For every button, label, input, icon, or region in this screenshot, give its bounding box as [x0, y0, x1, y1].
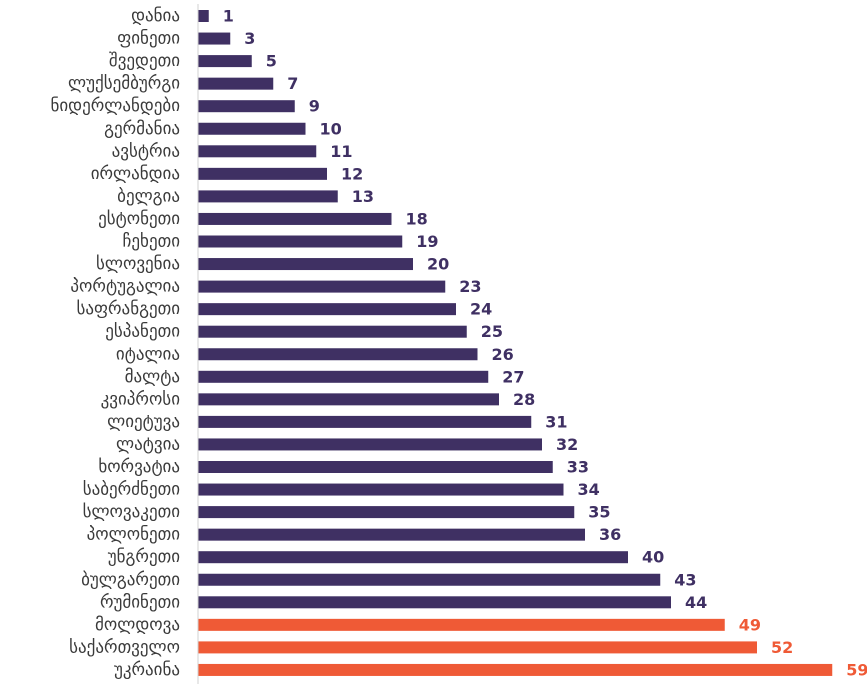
data-label: 28: [513, 390, 535, 409]
bar: [198, 551, 628, 564]
category-label: სლოვაკეთი: [83, 502, 180, 522]
data-label: 20: [427, 255, 449, 274]
category-label: ხორვატია: [98, 457, 180, 477]
bar: [198, 10, 209, 22]
category-label: ირლანდია: [91, 164, 180, 184]
data-label: 5: [266, 52, 277, 71]
bar: [198, 506, 575, 519]
bar: [198, 325, 467, 338]
data-label: 12: [341, 164, 363, 183]
category-label: ლიეტუვა: [107, 412, 180, 432]
data-label: 24: [470, 300, 492, 319]
bars-group: [198, 10, 833, 676]
data-label: 19: [416, 232, 438, 251]
category-label: სლოვენია: [96, 254, 180, 274]
category-label: ნიდერლანდები: [51, 96, 181, 116]
category-label: ფინეთი: [117, 29, 180, 49]
bar: [198, 528, 585, 541]
bar: [198, 461, 553, 473]
bar: [198, 573, 661, 586]
data-label: 9: [309, 97, 320, 116]
data-label: 49: [739, 615, 761, 634]
category-label: გერმანია: [104, 119, 180, 139]
data-label: 52: [771, 638, 793, 657]
bar: [198, 415, 532, 428]
data-label: 25: [481, 322, 503, 341]
bar: [198, 280, 446, 293]
data-label: 59: [846, 660, 867, 679]
data-label: 40: [642, 548, 664, 567]
data-label: 34: [578, 480, 600, 499]
data-label: 7: [287, 74, 298, 93]
data-label: 13: [352, 187, 374, 206]
category-label: მალტა: [125, 367, 180, 387]
bar: [198, 122, 306, 135]
category-label: ჩეხეთი: [123, 232, 180, 252]
data-label: 3: [244, 29, 255, 48]
data-label: 33: [567, 458, 589, 477]
category-label: ლატვია: [116, 434, 180, 454]
bar: [198, 167, 327, 180]
category-label: ავსტრია: [112, 141, 180, 161]
data-label: 11: [330, 142, 352, 161]
category-label: მოლდოვა: [95, 615, 180, 635]
value-labels-group: 1357910111213181920232425262728313233343…: [223, 7, 867, 680]
bar: [198, 190, 338, 203]
data-label: 36: [599, 525, 621, 544]
data-label: 32: [556, 435, 578, 454]
bar: [198, 438, 542, 451]
category-label: უკრაინა: [114, 660, 180, 680]
category-label: საბერძნეთი: [83, 480, 180, 500]
data-label: 26: [492, 345, 514, 364]
data-label: 1: [223, 7, 234, 26]
bar: [198, 303, 456, 316]
category-label: საქართველო: [69, 637, 180, 657]
bar: [198, 596, 671, 609]
bar: [198, 393, 499, 406]
data-label: 10: [320, 119, 342, 138]
category-label: ლუქსემბურგი: [68, 74, 180, 94]
data-label: 43: [674, 570, 696, 589]
data-label: 23: [459, 277, 481, 296]
category-label: რუმინეთი: [100, 592, 180, 612]
data-label: 27: [502, 367, 524, 386]
bar: [198, 348, 478, 361]
bar: [198, 641, 757, 654]
category-label: ესპანეთი: [105, 322, 180, 342]
data-label: 44: [685, 593, 707, 612]
bar: [198, 100, 295, 113]
data-label: 31: [545, 412, 567, 431]
category-label: პორტუგალია: [70, 277, 180, 297]
category-label: შვედეთი: [109, 51, 180, 71]
category-label: ბულგარეთი: [81, 570, 180, 590]
bar: [198, 483, 564, 496]
category-label: ბელგია: [117, 186, 180, 206]
category-label: კვიპროსი: [101, 389, 180, 409]
bar: [198, 55, 252, 68]
category-label: საფრანგეთი: [76, 299, 180, 319]
category-label: დანია: [131, 6, 180, 26]
bar: [198, 370, 489, 383]
data-label: 18: [406, 209, 428, 228]
category-label: იტალია: [116, 344, 180, 364]
bar: [198, 258, 413, 271]
category-label: პოლონეთი: [87, 525, 180, 545]
category-label: ესტონეთი: [98, 209, 180, 229]
bar: [198, 618, 725, 631]
bar: [198, 32, 231, 45]
bar: [198, 235, 403, 248]
bar: [198, 77, 274, 90]
bar: [198, 663, 833, 676]
bar: [198, 145, 317, 158]
data-label: 35: [588, 503, 610, 522]
bar: [198, 212, 392, 225]
category-label: უნგრეთი: [108, 547, 180, 567]
